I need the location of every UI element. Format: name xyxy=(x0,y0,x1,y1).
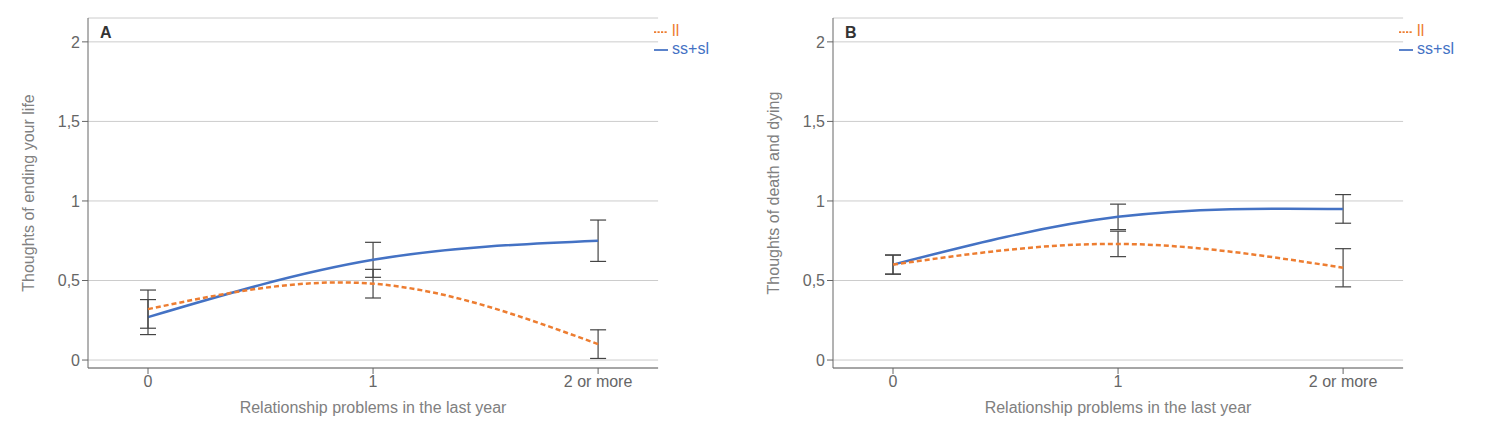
svg-text:2: 2 xyxy=(816,34,825,51)
svg-text:1: 1 xyxy=(816,193,825,210)
svg-text:1,5: 1,5 xyxy=(58,113,80,130)
svg-text:1,5: 1,5 xyxy=(803,113,825,130)
svg-text:1: 1 xyxy=(1114,373,1123,390)
svg-text:0: 0 xyxy=(889,373,898,390)
svg-text:0,5: 0,5 xyxy=(803,272,825,289)
svg-text:Relationship problems in the l: Relationship problems in the last year xyxy=(985,399,1252,416)
html-text:ll: ll xyxy=(1417,22,1425,39)
svg-text:0,5: 0,5 xyxy=(58,272,80,289)
html-text:ss+sl: ss+sl xyxy=(672,40,709,57)
html-text:A: A xyxy=(100,24,112,41)
svg-text:0: 0 xyxy=(816,352,825,369)
html-text:ll: ll xyxy=(672,22,680,39)
svg-text:2 or more: 2 or more xyxy=(1309,373,1378,390)
svg-text:Thoughts of ending your life: Thoughts of ending your life xyxy=(20,94,37,292)
svg-text:Thoughts of death and dying: Thoughts of death and dying xyxy=(765,92,782,295)
svg-text:1: 1 xyxy=(369,373,378,390)
html-text:ss+sl: ss+sl xyxy=(1417,40,1454,57)
svg-text:1: 1 xyxy=(71,193,80,210)
svg-text:2: 2 xyxy=(71,34,80,51)
svg-text:0: 0 xyxy=(71,352,80,369)
html-text:B: B xyxy=(845,24,857,41)
svg-text:2 or more: 2 or more xyxy=(564,373,633,390)
svg-text:0: 0 xyxy=(144,373,153,390)
svg-text:Relationship problems in the l: Relationship problems in the last year xyxy=(240,399,507,416)
